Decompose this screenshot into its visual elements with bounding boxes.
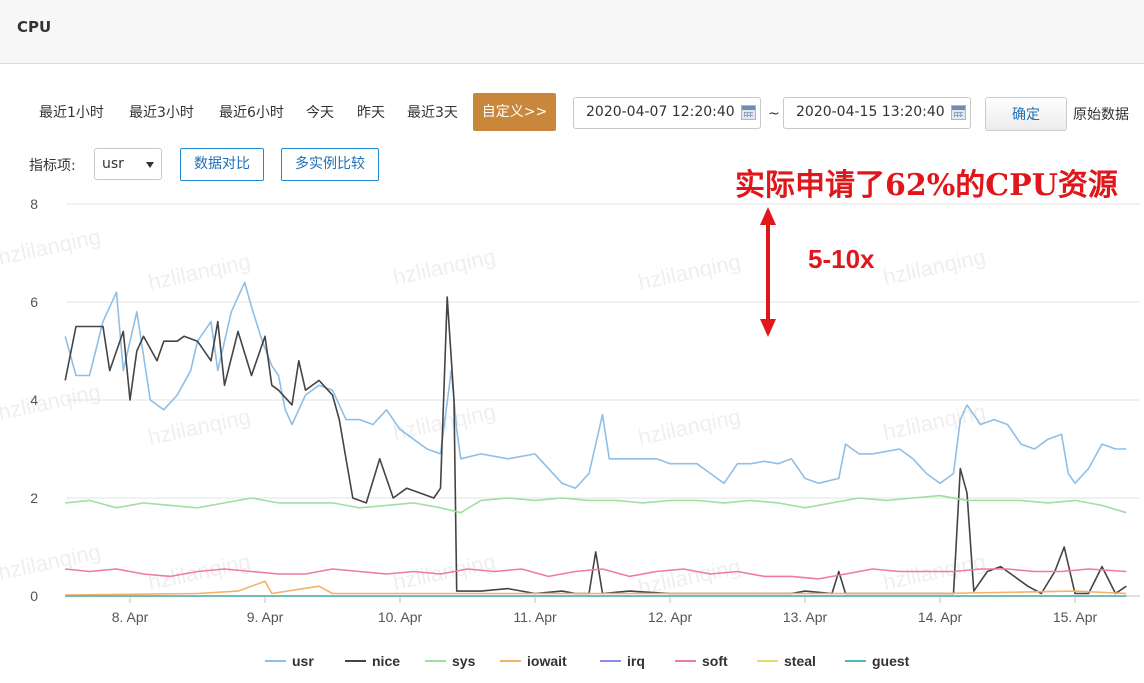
watermark: hzlilanqing xyxy=(636,404,743,450)
confirm-button[interactable]: 确定 xyxy=(985,97,1067,131)
date-separator: ~ xyxy=(768,106,780,122)
end-date-input[interactable]: 2020-04-15 13:20:40 xyxy=(783,97,971,129)
annotation-multiplier: 5-10x xyxy=(808,244,875,274)
annotation-text: 实际申请了62%的CPU资源 xyxy=(735,168,1118,203)
series-line-nice xyxy=(64,296,1127,595)
legend-label-soft: soft xyxy=(702,653,728,669)
range-yesterday[interactable]: 昨天 xyxy=(357,105,385,121)
watermark: hzlilanqing xyxy=(881,244,988,290)
watermark: hzlilanqing xyxy=(0,379,103,425)
watermark: hzlilanqing xyxy=(146,404,253,450)
arrow-down-icon xyxy=(760,319,776,337)
x-tick-label: 9. Apr xyxy=(247,609,284,625)
cpu-line-chart: hzlilanqing hzlilanqing hzlilanqing hzlilan… xyxy=(0,196,1140,669)
arrow-up-icon xyxy=(760,207,776,225)
legend-label-irq: irq xyxy=(627,653,645,669)
chevron-down-icon xyxy=(146,162,154,168)
legend-label-sys: sys xyxy=(452,653,476,669)
x-tick-label: 10. Apr xyxy=(378,609,423,625)
custom-range-button[interactable]: 自定义>> xyxy=(473,93,556,131)
x-tick-label: 13. Apr xyxy=(783,609,828,625)
legend-label-guest: guest xyxy=(872,653,910,669)
series-line-sys xyxy=(65,494,1127,514)
metric-label: 指标项: xyxy=(29,158,76,174)
x-tick-label: 14. Apr xyxy=(918,609,963,625)
series-line-iowait xyxy=(65,580,1127,596)
y-tick-label: 2 xyxy=(30,490,38,506)
start-date-input[interactable]: 2020-04-07 12:20:40 xyxy=(573,97,761,129)
range-last-1h[interactable]: 最近1小时 xyxy=(39,105,104,121)
legend-label-usr: usr xyxy=(292,653,314,669)
y-tick-label: 6 xyxy=(30,294,38,310)
legend-label-iowait: iowait xyxy=(527,653,567,669)
watermark: hzlilanqing xyxy=(391,244,498,290)
legend-label-nice: nice xyxy=(372,653,400,669)
legend-label-steal: steal xyxy=(784,653,816,669)
panel-title: CPU xyxy=(17,18,52,36)
x-tick-label: 11. Apr xyxy=(513,609,557,625)
x-tick-label: 12. Apr xyxy=(648,609,693,625)
compare-data-button[interactable]: 数据对比 xyxy=(180,148,264,181)
start-date-value: 2020-04-07 12:20:40 xyxy=(586,104,735,120)
y-tick-label: 0 xyxy=(30,588,38,604)
y-tick-label: 4 xyxy=(30,392,38,408)
series-line-usr xyxy=(64,281,1127,489)
range-last-3d[interactable]: 最近3天 xyxy=(407,105,458,121)
watermark: hzlilanqing xyxy=(636,249,743,295)
range-last-6h[interactable]: 最近6小时 xyxy=(219,105,284,121)
calendar-icon[interactable] xyxy=(741,105,756,120)
end-date-value: 2020-04-15 13:20:40 xyxy=(796,104,945,120)
watermark: hzlilanqing xyxy=(881,399,988,445)
calendar-icon[interactable] xyxy=(951,105,966,120)
metric-select[interactable]: usr xyxy=(94,148,162,180)
series-line-soft xyxy=(65,568,1127,580)
x-tick-label: 15. Apr xyxy=(1053,609,1098,625)
y-tick-label: 8 xyxy=(30,196,38,212)
x-tick-label: 8. Apr xyxy=(112,609,149,625)
range-today[interactable]: 今天 xyxy=(306,105,334,121)
panel-header: CPU xyxy=(0,0,1144,64)
range-last-3h[interactable]: 最近3小时 xyxy=(129,105,194,121)
watermark: hzlilanqing xyxy=(0,539,103,585)
watermark: hzlilanqing xyxy=(146,249,253,295)
raw-data-toggle[interactable]: 原始数据 xyxy=(1073,107,1129,123)
metric-select-value: usr xyxy=(102,156,124,172)
compare-instances-button[interactable]: 多实例比较 xyxy=(281,148,379,181)
watermark: hzlilanqing xyxy=(0,224,103,270)
